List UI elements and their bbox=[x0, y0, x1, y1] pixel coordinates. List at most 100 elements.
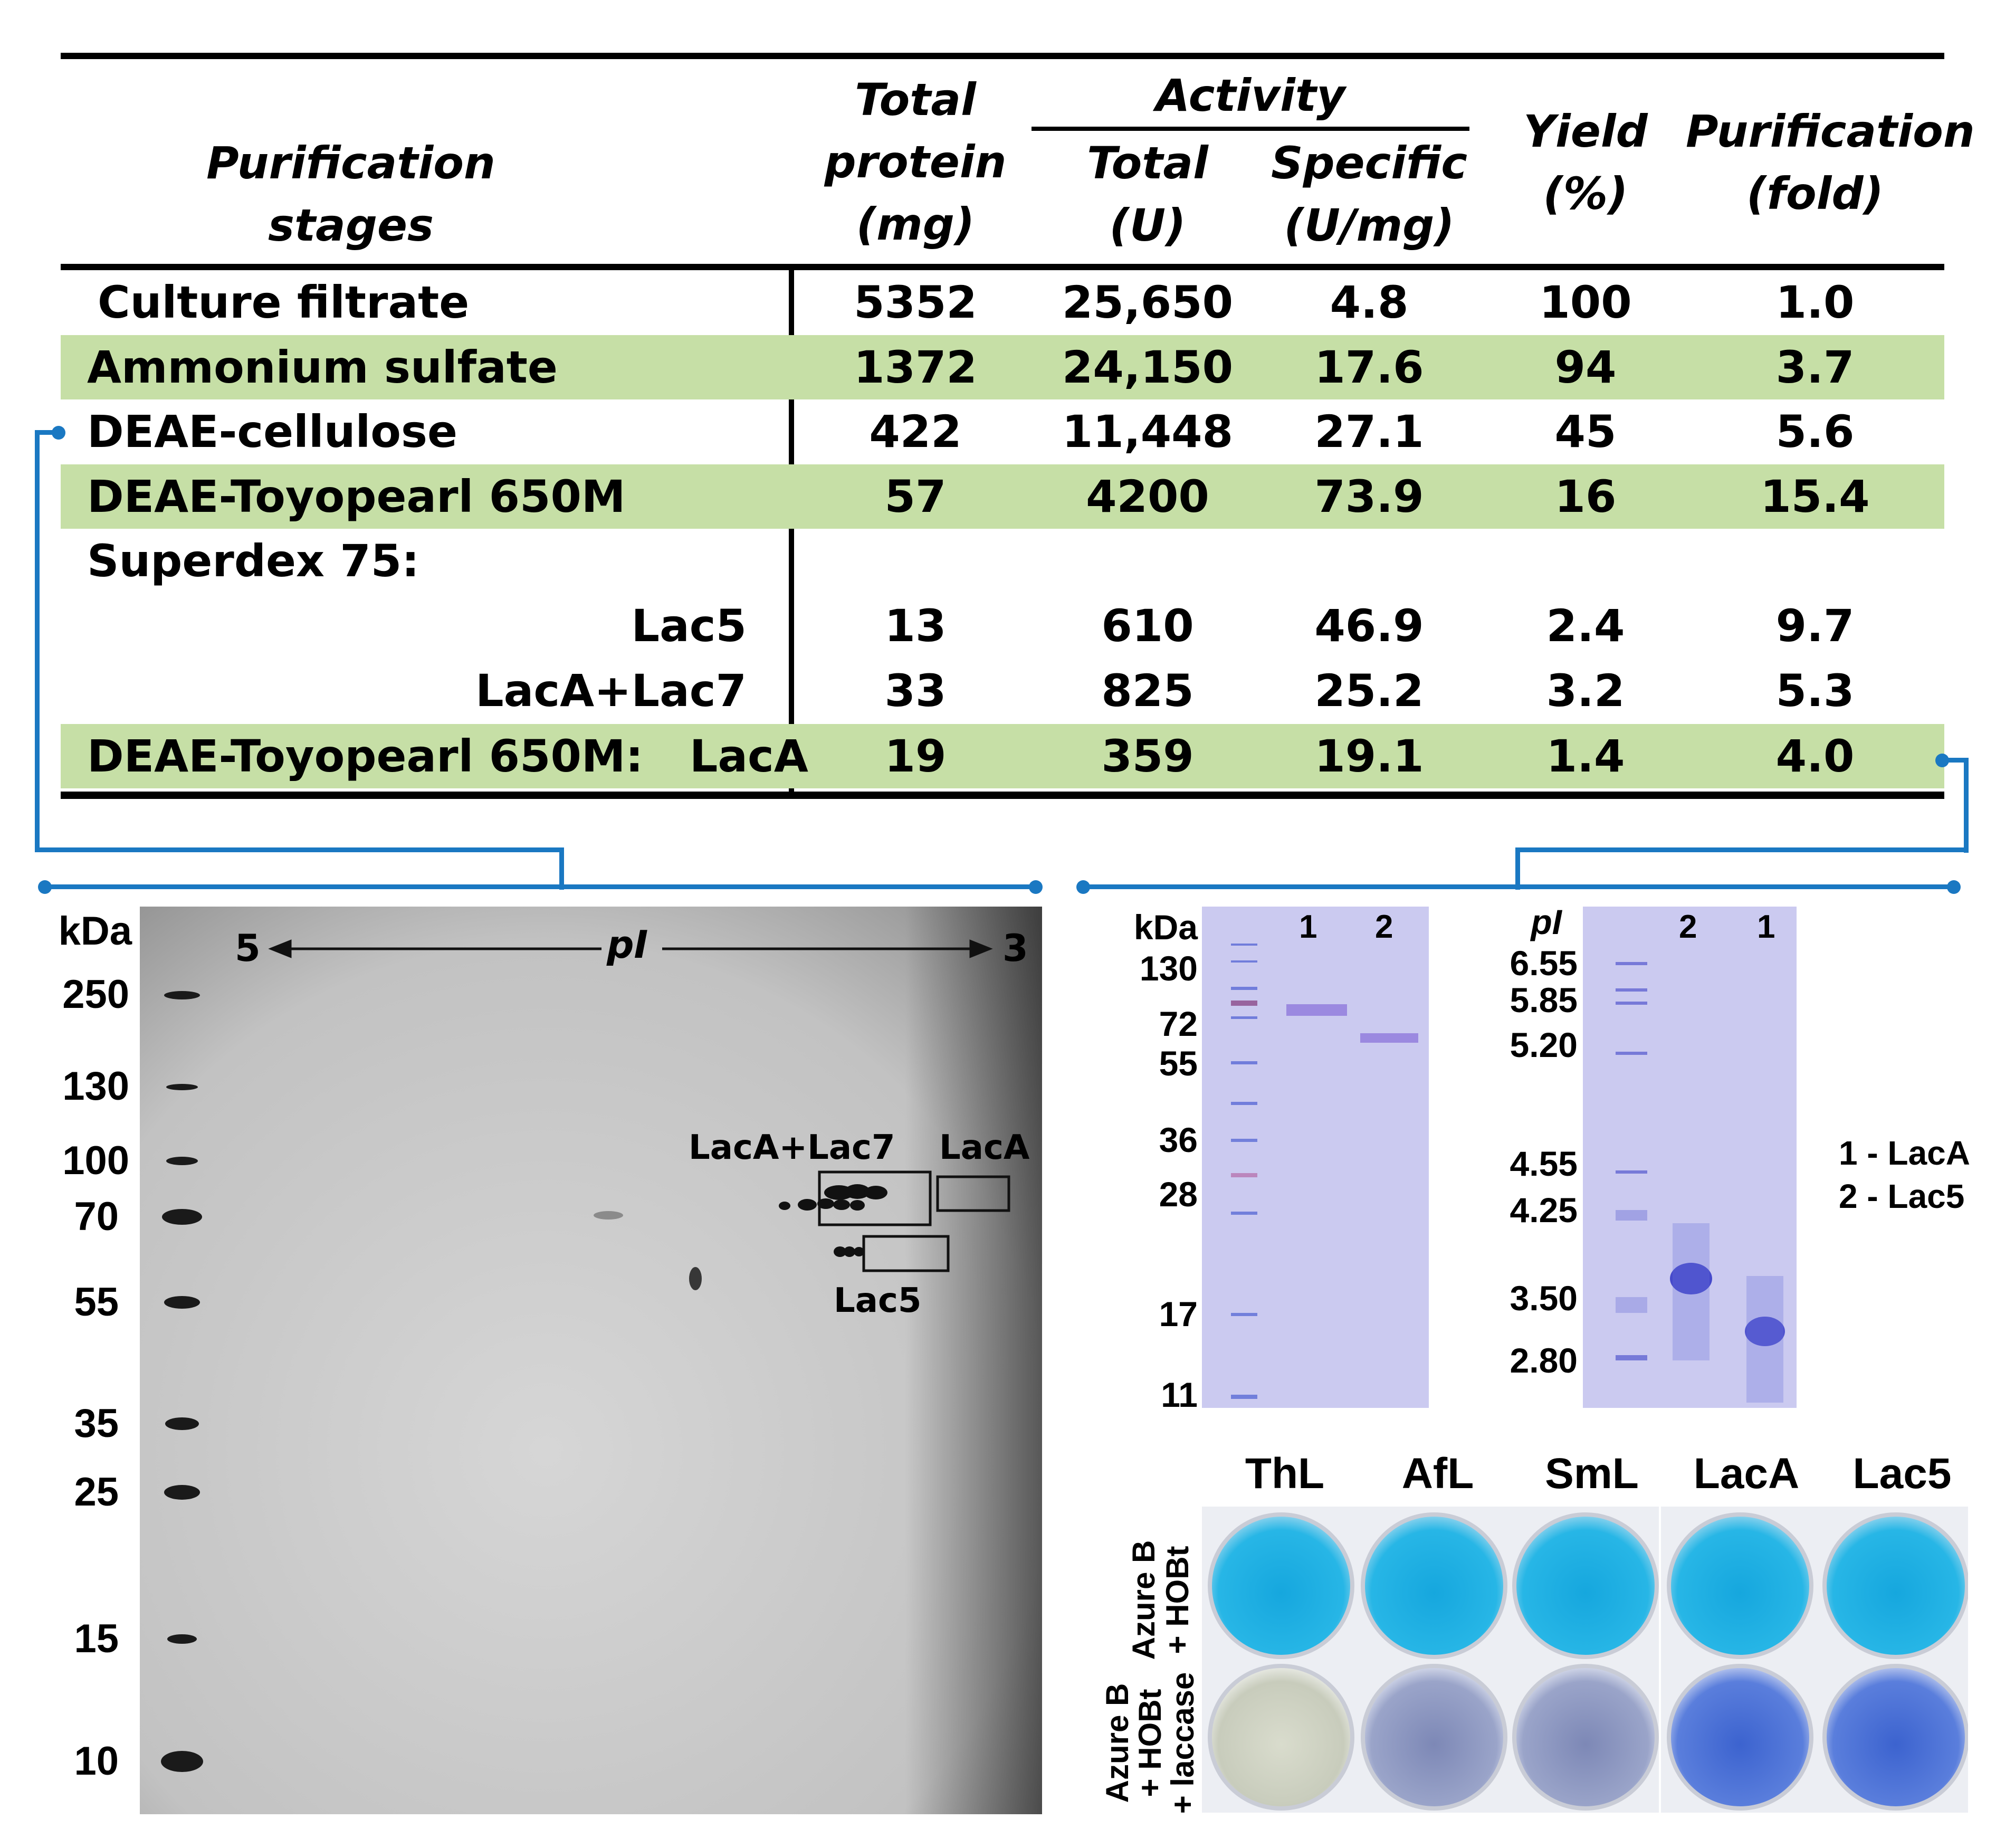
marker-label: 72 bbox=[1159, 1004, 1198, 1043]
cell-fold: 9.7 bbox=[1775, 600, 1855, 652]
cell-fold: 1.0 bbox=[1775, 277, 1855, 328]
box-label-lac5: Lac5 bbox=[834, 1281, 922, 1320]
cell-total: 610 bbox=[1101, 600, 1194, 652]
cell-yield: 16 bbox=[1554, 471, 1617, 522]
header-activity-specific: Specific (U/mg) bbox=[1271, 137, 1468, 251]
cell-total: 25,650 bbox=[1062, 277, 1234, 328]
marker-label: 100 bbox=[62, 1138, 129, 1183]
activity-underline bbox=[1032, 127, 1469, 131]
cell-fold: 15.4 bbox=[1760, 471, 1870, 522]
marker-label: 25 bbox=[74, 1470, 119, 1514]
pi-right-label: 3 bbox=[1002, 927, 1028, 970]
plate-column-label: SmL bbox=[1545, 1450, 1639, 1498]
cell-specific: 46.9 bbox=[1314, 600, 1424, 652]
row-highlight bbox=[61, 464, 1944, 529]
header-total-protein: Total protein (mg) bbox=[824, 74, 1007, 250]
stage-label: Superdex 75: bbox=[87, 535, 419, 587]
plate-column-label: ThL bbox=[1245, 1450, 1325, 1498]
marker-label: 2.80 bbox=[1510, 1341, 1578, 1380]
marker-label: 17 bbox=[1159, 1294, 1198, 1333]
marker-label: 15 bbox=[74, 1616, 119, 1661]
table-bottom-rule bbox=[61, 792, 1944, 799]
marker-label: 250 bbox=[62, 972, 129, 1017]
cell-total: 11,448 bbox=[1062, 406, 1234, 458]
plate-image bbox=[1202, 1507, 1968, 1813]
cell-fold: 4.0 bbox=[1775, 730, 1855, 782]
header-activity: Activity bbox=[1155, 70, 1345, 121]
marker-label: 11 bbox=[1161, 1375, 1198, 1414]
cell-protein: 5352 bbox=[854, 277, 977, 328]
stage-label: DEAE-Toyopearl 650M bbox=[87, 471, 626, 522]
cell-specific: 17.6 bbox=[1314, 341, 1424, 393]
ief-legend-item: 2 - Lac5 bbox=[1839, 1177, 1965, 1215]
stage-label: LacA+Lac7 bbox=[475, 665, 747, 717]
plate-column-label: Lac5 bbox=[1852, 1450, 1952, 1498]
header-stages: Purification stages bbox=[206, 137, 495, 251]
marker-label: 70 bbox=[74, 1194, 119, 1239]
cell-total: 359 bbox=[1101, 730, 1194, 782]
marker-label: 4.25 bbox=[1510, 1190, 1578, 1230]
marker-label: 6.55 bbox=[1510, 944, 1578, 983]
marker-label: 55 bbox=[1159, 1044, 1198, 1083]
purification-table: Purification stages Total protein (mg) A… bbox=[61, 53, 1975, 799]
box-label-laca-lac7: LacA+Lac7 bbox=[689, 1128, 895, 1167]
header-activity-total: Total (U) bbox=[1087, 137, 1208, 251]
sds-kda-label: kDa bbox=[1133, 908, 1198, 947]
ief-gel-image bbox=[1583, 907, 1797, 1408]
cell-yield: 1.4 bbox=[1546, 730, 1625, 782]
cell-specific: 73.9 bbox=[1314, 471, 1424, 522]
stage-label: Culture filtrate bbox=[98, 277, 470, 328]
cell-protein: 1372 bbox=[854, 341, 977, 393]
cell-protein: 33 bbox=[884, 665, 947, 717]
gel-2d-kda-label: kDa bbox=[58, 909, 132, 954]
cell-fold: 5.6 bbox=[1775, 406, 1855, 458]
cell-total: 24,150 bbox=[1062, 341, 1234, 393]
marker-label: 5.20 bbox=[1510, 1025, 1578, 1064]
header-purification: Purification (fold) bbox=[1686, 106, 1975, 220]
cell-fold: 5.3 bbox=[1775, 665, 1855, 717]
marker-label: 35 bbox=[74, 1401, 119, 1446]
cell-yield: 94 bbox=[1554, 341, 1617, 393]
cell-total: 4200 bbox=[1086, 471, 1209, 522]
pi-center-label: pI bbox=[607, 922, 648, 967]
cell-yield: 2.4 bbox=[1546, 600, 1625, 652]
table-column-divider bbox=[789, 270, 794, 792]
cell-protein: 13 bbox=[884, 600, 947, 652]
stage-label: Ammonium sulfate bbox=[87, 341, 558, 393]
plate-column-label: AfL bbox=[1401, 1450, 1474, 1498]
lane-label: 2 bbox=[1679, 909, 1697, 945]
plate-row-label: Azure B + HOBt + laccase bbox=[1100, 1672, 1200, 1814]
marker-label: 130 bbox=[62, 1064, 129, 1109]
cell-yield: 3.2 bbox=[1546, 665, 1625, 717]
marker-label: 4.55 bbox=[1510, 1144, 1578, 1183]
lane-label: 2 bbox=[1375, 909, 1393, 945]
cell-protein: 57 bbox=[884, 471, 947, 522]
cell-specific: 4.8 bbox=[1330, 277, 1409, 328]
gel-2d-image bbox=[140, 907, 1042, 1814]
header-yield: Yield (%) bbox=[1523, 106, 1648, 220]
plate-column-label: LacA bbox=[1693, 1450, 1800, 1498]
sds-gel-image bbox=[1202, 907, 1429, 1408]
cell-specific: 19.1 bbox=[1314, 730, 1424, 782]
marker-label: 130 bbox=[1139, 949, 1198, 988]
cell-fold: 3.7 bbox=[1775, 341, 1855, 393]
table-top-rule bbox=[61, 53, 1944, 59]
box-label-laca: LacA bbox=[939, 1128, 1030, 1167]
row-highlight bbox=[61, 724, 1944, 788]
cell-protein: 422 bbox=[869, 406, 962, 458]
cell-yield: 45 bbox=[1554, 406, 1617, 458]
cell-specific: 27.1 bbox=[1314, 406, 1424, 458]
marker-label: 28 bbox=[1159, 1175, 1198, 1214]
lane-label: 1 bbox=[1757, 909, 1775, 945]
pi-left-label: 5 bbox=[235, 927, 261, 970]
stage-label: DEAE-Toyopearl 650M: LacA bbox=[87, 730, 808, 782]
cell-specific: 25.2 bbox=[1314, 665, 1424, 717]
cell-total: 825 bbox=[1101, 665, 1194, 717]
cell-protein: 19 bbox=[884, 730, 947, 782]
marker-label: 10 bbox=[74, 1739, 119, 1784]
marker-label: 36 bbox=[1159, 1120, 1198, 1159]
cell-yield: 100 bbox=[1539, 277, 1632, 328]
lane-label: 1 bbox=[1299, 909, 1317, 945]
row-highlight bbox=[61, 335, 1944, 399]
stage-label: DEAE-cellulose bbox=[87, 406, 457, 458]
